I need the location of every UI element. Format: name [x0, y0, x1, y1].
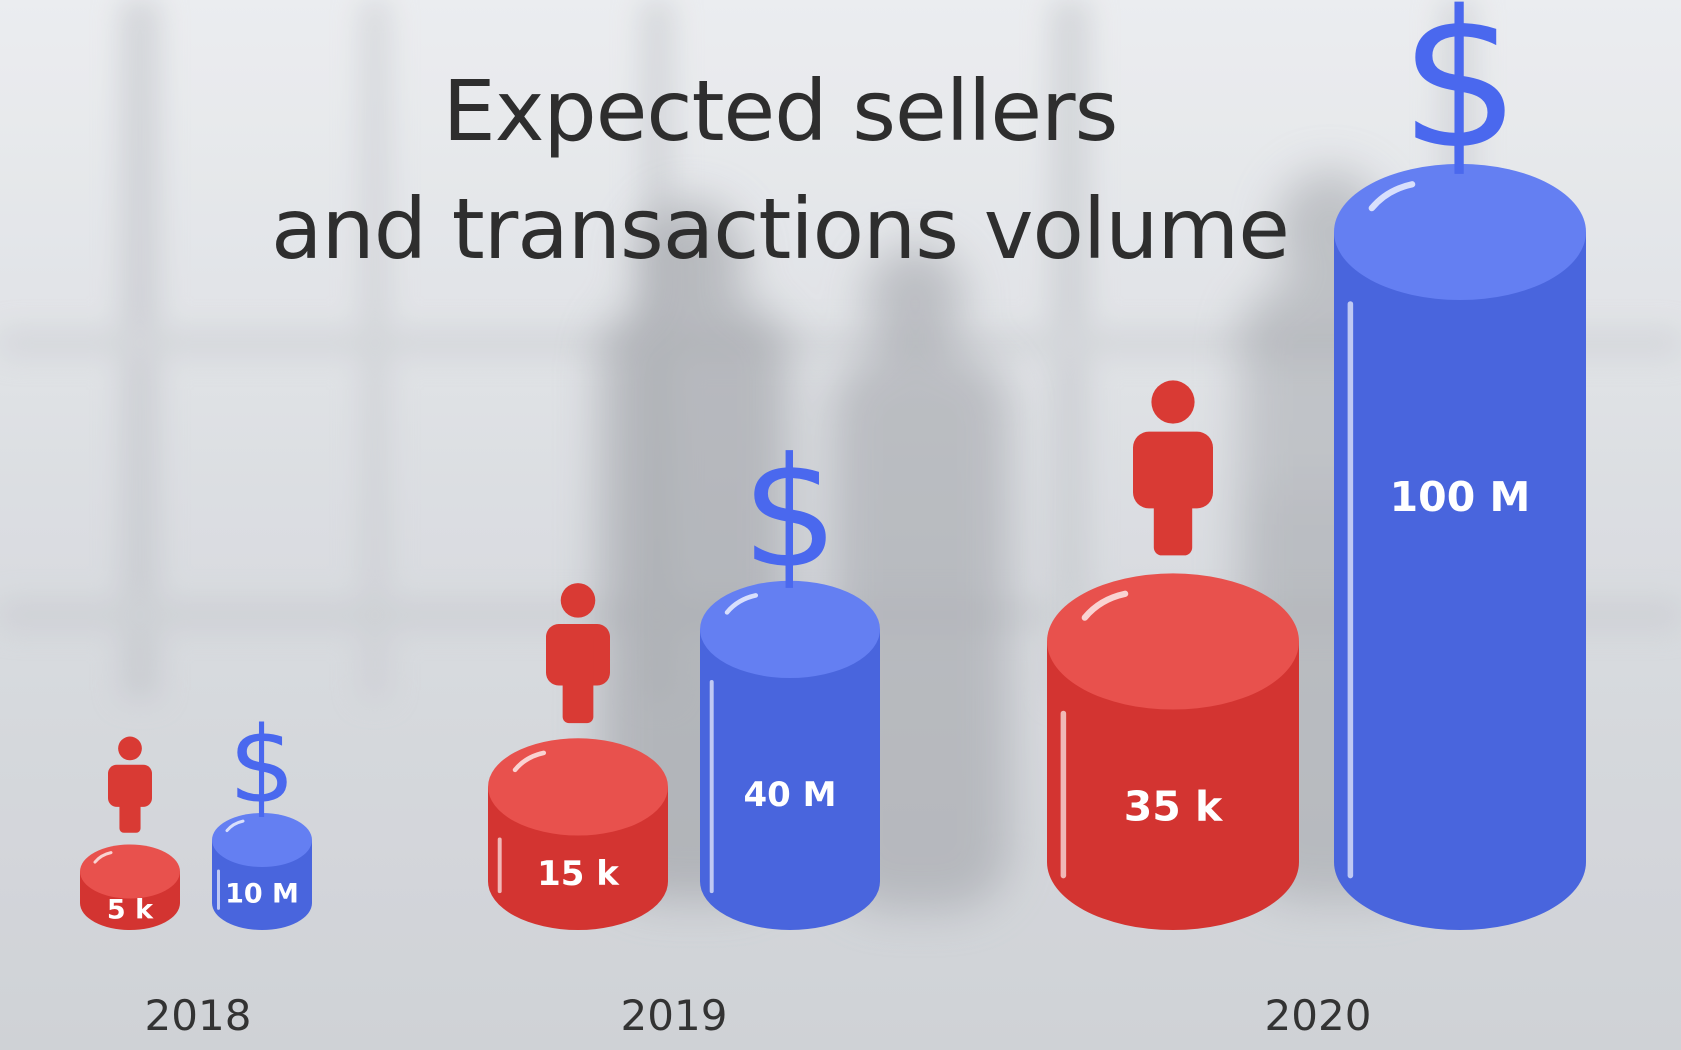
dollar-icon: $ — [1400, 0, 1521, 191]
person-icon — [546, 583, 610, 724]
sellers-value-label: 15 k — [537, 854, 620, 894]
person-icon — [1133, 380, 1213, 556]
dollar-icon: $ — [742, 425, 839, 602]
transactions-bar-2018 — [212, 813, 312, 930]
transactions-bar-highlight — [1368, 181, 1416, 212]
sellers-bar-highlight — [1081, 590, 1129, 621]
transactions-bar-highlight — [724, 593, 759, 615]
person-icon-legs — [1153, 437, 1193, 556]
transactions-bar-2020 — [1334, 163, 1586, 930]
year-label: 2020 — [1265, 991, 1372, 1040]
transactions-bar-2019 — [700, 580, 880, 930]
person-icon-head — [118, 736, 142, 761]
sellers-bar-top — [1047, 573, 1299, 710]
transactions-value-label: 40 M — [744, 775, 837, 815]
person-icon-head — [1151, 380, 1195, 424]
transactions-bar-top — [700, 580, 880, 679]
person-icon-legs — [562, 630, 594, 724]
sellers-bar-2019 — [488, 738, 668, 930]
transactions-bar-body — [700, 629, 880, 930]
person-icon-legs — [119, 770, 141, 833]
transactions-bar-highlight — [225, 819, 245, 833]
category-group-2020: 35 k 100 M $2020 — [1047, 0, 1586, 1040]
sellers-value-label: 5 k — [107, 894, 154, 925]
chart-title-line-1: Expected sellers — [442, 62, 1119, 160]
transactions-bar-top — [1334, 163, 1586, 300]
chart-title-line-2: and transactions volume — [271, 180, 1290, 278]
dollar-icon: $ — [229, 704, 296, 826]
transactions-value-label: 100 M — [1390, 473, 1531, 521]
sellers-bar-top — [80, 844, 180, 899]
person-icon — [108, 736, 152, 833]
person-icon-head — [560, 583, 596, 618]
sellers-bar-body — [1047, 641, 1299, 930]
sellers-bar-2020 — [1047, 573, 1299, 930]
transactions-bar-top — [212, 813, 312, 867]
year-label: 2018 — [145, 991, 252, 1040]
sellers-bar-2018 — [80, 844, 180, 930]
sellers-bar-highlight — [512, 750, 547, 773]
category-group-2018: 5 k 10 M $2018 — [80, 704, 312, 1040]
transactions-bar-body — [1334, 231, 1586, 930]
category-group-2019: 15 k 40 M $2019 — [488, 425, 880, 1040]
transactions-value-label: 10 M — [225, 879, 299, 910]
year-label: 2019 — [621, 991, 728, 1040]
sellers-bar-top — [488, 738, 668, 836]
sellers-value-label: 35 k — [1124, 782, 1224, 830]
sellers-bar-highlight — [93, 851, 113, 864]
